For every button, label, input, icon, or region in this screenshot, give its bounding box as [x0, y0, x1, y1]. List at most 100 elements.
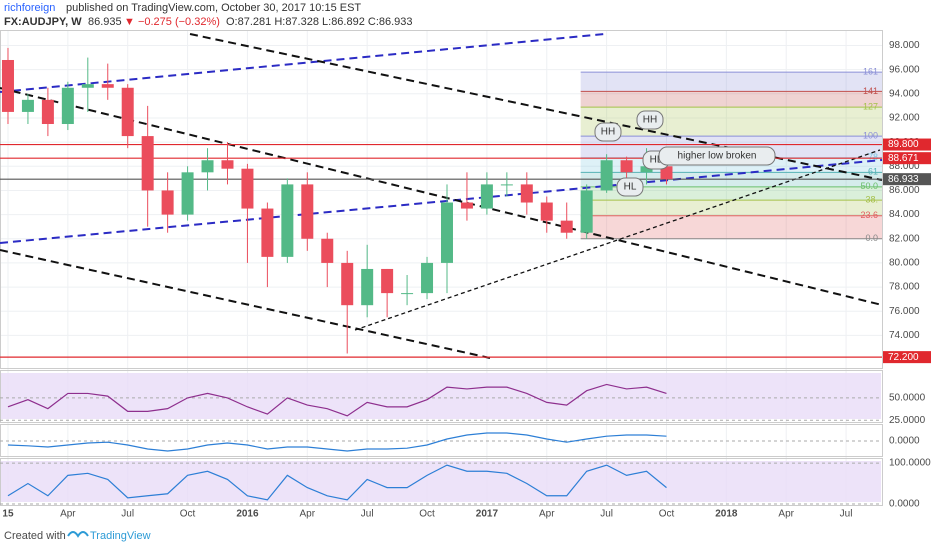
callout — [636, 110, 664, 130]
x-tick-label: Apr — [778, 509, 794, 520]
fib-band — [580, 186, 882, 201]
symbol: FX:AUDJPY, W — [4, 16, 82, 28]
fib-label: 23.6 — [860, 210, 878, 220]
candle-body — [341, 262, 354, 306]
candle-body — [101, 84, 114, 88]
y-tick-label: 50.0000 — [889, 393, 926, 404]
footer-brand[interactable]: TradingView — [90, 530, 151, 542]
last-price: 86.935 — [88, 16, 122, 28]
candle-body — [161, 190, 174, 215]
trend-line — [0, 87, 883, 306]
fib-label: 100 — [863, 130, 878, 140]
candle-body — [560, 220, 573, 233]
candle-body — [81, 84, 94, 88]
callout — [594, 122, 622, 142]
callout — [658, 146, 776, 166]
price-tag-label: 88.671 — [888, 153, 919, 164]
candle-body — [540, 202, 553, 221]
candle-body — [421, 262, 434, 294]
candle-body — [321, 238, 334, 263]
x-tick-label: Apr — [60, 509, 76, 520]
trend-line — [0, 159, 883, 244]
fib-band — [580, 107, 882, 137]
candle-body — [660, 166, 673, 180]
fib-band — [580, 72, 882, 92]
trend-line — [354, 149, 881, 331]
fib-band — [580, 91, 882, 108]
main-pane — [0, 30, 883, 369]
y-tick-label: 96.000 — [889, 64, 920, 75]
x-tick-label: Apr — [539, 509, 555, 520]
fib-label: 61 — [868, 167, 878, 177]
candle-body — [440, 202, 453, 263]
fib-label: 141 — [863, 86, 878, 96]
price-tag-label: 72.200 — [888, 352, 919, 363]
x-tick-label: 2017 — [476, 509, 499, 520]
x-tick-label: Jul — [361, 509, 374, 520]
x-tick-label: 2016 — [236, 509, 259, 520]
price-tag — [883, 351, 931, 364]
y-tick-label: 25.0000 — [889, 415, 926, 426]
rsi-line — [7, 383, 667, 417]
y-tick-label: 84.000 — [889, 209, 920, 220]
candle-body — [241, 168, 254, 209]
fib-label: 38. — [865, 194, 878, 204]
x-tick-label: 2018 — [715, 509, 738, 520]
y-tick-label: 0.0000 — [889, 436, 920, 447]
callout — [616, 177, 644, 197]
price-tag — [883, 152, 931, 165]
fib-label: 78 — [868, 152, 878, 162]
author[interactable]: richforeign — [4, 2, 55, 14]
indicator-band — [1, 373, 881, 419]
price-tag — [883, 138, 931, 151]
callout-label: HH — [643, 115, 657, 126]
candle-body — [520, 184, 533, 203]
y-tick-label: 98.000 — [889, 40, 920, 51]
x-tick-label: Jul — [121, 509, 134, 520]
candle-body — [361, 268, 374, 306]
fib-label: 161 — [863, 66, 878, 76]
x-tick-label: Oct — [180, 509, 196, 520]
y-tick-label: 92.000 — [889, 113, 920, 124]
y-tick-label: 80.000 — [889, 258, 920, 269]
footer-created: Created with — [4, 530, 66, 542]
candle-body — [460, 202, 473, 209]
logo — [67, 531, 89, 538]
callout-label: HL — [624, 182, 637, 193]
candle-body — [301, 184, 314, 239]
fib-band — [580, 200, 882, 216]
candle-body — [61, 87, 74, 125]
y-tick-label: 88.000 — [889, 161, 920, 172]
y-tick-label: 100.0000 — [889, 458, 931, 469]
callout-label: higher low broken — [678, 151, 757, 162]
candle-body — [141, 136, 154, 191]
callout-label: HH — [601, 127, 615, 138]
published: published on TradingView.com, October 30… — [66, 2, 361, 14]
candle-body — [640, 166, 653, 173]
candle-body — [121, 87, 134, 137]
x-tick-label: 15 — [2, 509, 14, 520]
candle-body — [221, 160, 234, 169]
candle-body — [181, 172, 194, 215]
ohlc: O:87.281 H:87.328 L:86.892 C:86.933 — [226, 16, 413, 28]
y-tick-label: 74.000 — [889, 330, 920, 341]
rsi-pane — [0, 370, 883, 423]
fib-label: 127 — [863, 101, 878, 111]
indicator-band — [1, 461, 881, 502]
fib-label: 0.0 — [865, 233, 878, 243]
price-tag-label: 86.933 — [888, 174, 919, 185]
candle-body — [580, 190, 593, 233]
stoch-pane — [0, 458, 883, 506]
stoch-line — [7, 464, 667, 501]
y-tick-label: 0.0000 — [889, 499, 920, 510]
x-tick-label: Apr — [300, 509, 316, 520]
macd-line — [7, 432, 667, 452]
candle-body — [261, 208, 274, 257]
trend-line — [0, 33, 606, 93]
candle-body — [500, 184, 513, 186]
y-tick-label: 86.000 — [889, 185, 920, 196]
y-tick-label: 78.000 — [889, 282, 920, 293]
candle-body — [41, 99, 54, 125]
candle-body — [480, 184, 493, 209]
